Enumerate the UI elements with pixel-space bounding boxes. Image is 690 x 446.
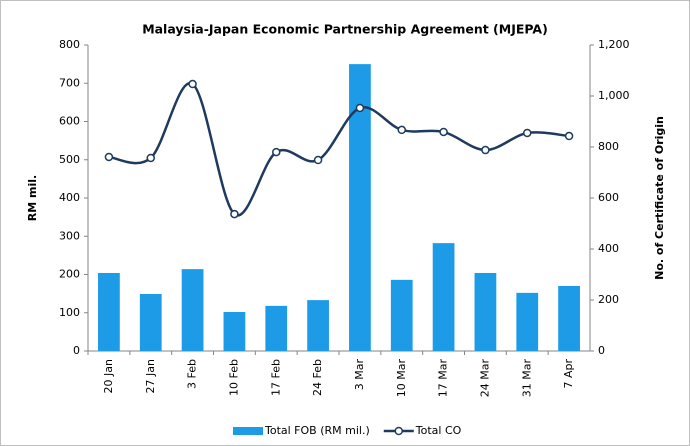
bar	[349, 64, 371, 351]
x-tick-label: 20 Jan	[102, 359, 115, 393]
y2-tick-label: 200	[598, 293, 619, 306]
y-tick-label: 0	[73, 344, 80, 357]
x-tick-label: 24 Mar	[478, 359, 491, 398]
x-tick-label: 7 Apr	[562, 359, 575, 389]
bar	[265, 305, 288, 351]
line-marker	[564, 131, 574, 141]
x-tick-label: 3 Feb	[186, 359, 199, 389]
y-tick-label: 700	[59, 76, 80, 89]
y-axis-label: RM mil.	[26, 175, 39, 221]
bar	[558, 285, 580, 351]
bar	[390, 279, 413, 351]
bar	[223, 311, 246, 351]
line-marker	[146, 153, 155, 163]
legend-swatch	[233, 427, 263, 435]
bar	[474, 272, 497, 351]
x-tick-label: 17 Mar	[437, 359, 450, 398]
bar	[98, 272, 120, 351]
y2-tick-label: 1,200	[598, 38, 630, 51]
y-tick-label: 400	[59, 191, 80, 204]
y-tick-label: 300	[59, 229, 80, 242]
y2-axis-label: No. of Certificate of Origin	[653, 116, 666, 280]
x-tick-label: 31 Mar	[520, 359, 533, 398]
x-tick-label: 24 Feb	[311, 359, 324, 396]
y2-tick-label: 600	[598, 191, 619, 204]
y-tick-label: 100	[59, 306, 80, 319]
bar	[516, 292, 539, 351]
x-tick-label: 3 Mar	[353, 359, 366, 391]
line-marker	[272, 147, 281, 157]
chart-title: Malaysia-Japan Economic Partnership Agre…	[142, 22, 548, 37]
bar	[307, 300, 329, 351]
y2-tick-label: 800	[598, 140, 619, 153]
line-marker	[523, 128, 532, 138]
bar	[432, 243, 455, 351]
line-marker	[313, 155, 323, 165]
y2-tick-label: 400	[598, 242, 619, 255]
line-marker	[481, 145, 490, 155]
x-tick-label: 10 Feb	[227, 359, 240, 396]
legend-swatch	[394, 426, 404, 436]
y2-tick-label: 1,000	[598, 89, 630, 102]
legend-label: Total CO	[415, 424, 462, 437]
y-tick-label: 600	[59, 115, 80, 128]
x-tick-label: 27 Jan	[144, 359, 157, 393]
x-tick-label: 10 Mar	[395, 359, 408, 398]
bar	[139, 294, 162, 351]
line-marker	[355, 103, 365, 113]
bar	[181, 269, 204, 351]
x-tick-label: 17 Feb	[269, 359, 282, 396]
line-marker	[230, 209, 239, 219]
line-marker	[188, 79, 197, 89]
y-tick-label: 500	[59, 153, 80, 166]
legend-label: Total FOB (RM mil.)	[264, 424, 370, 437]
y2-tick-label: 0	[598, 344, 605, 357]
line-marker	[439, 127, 448, 137]
y-tick-label: 200	[59, 268, 80, 281]
line-marker	[397, 125, 406, 135]
line-marker	[104, 152, 114, 162]
y-tick-label: 800	[59, 38, 80, 51]
